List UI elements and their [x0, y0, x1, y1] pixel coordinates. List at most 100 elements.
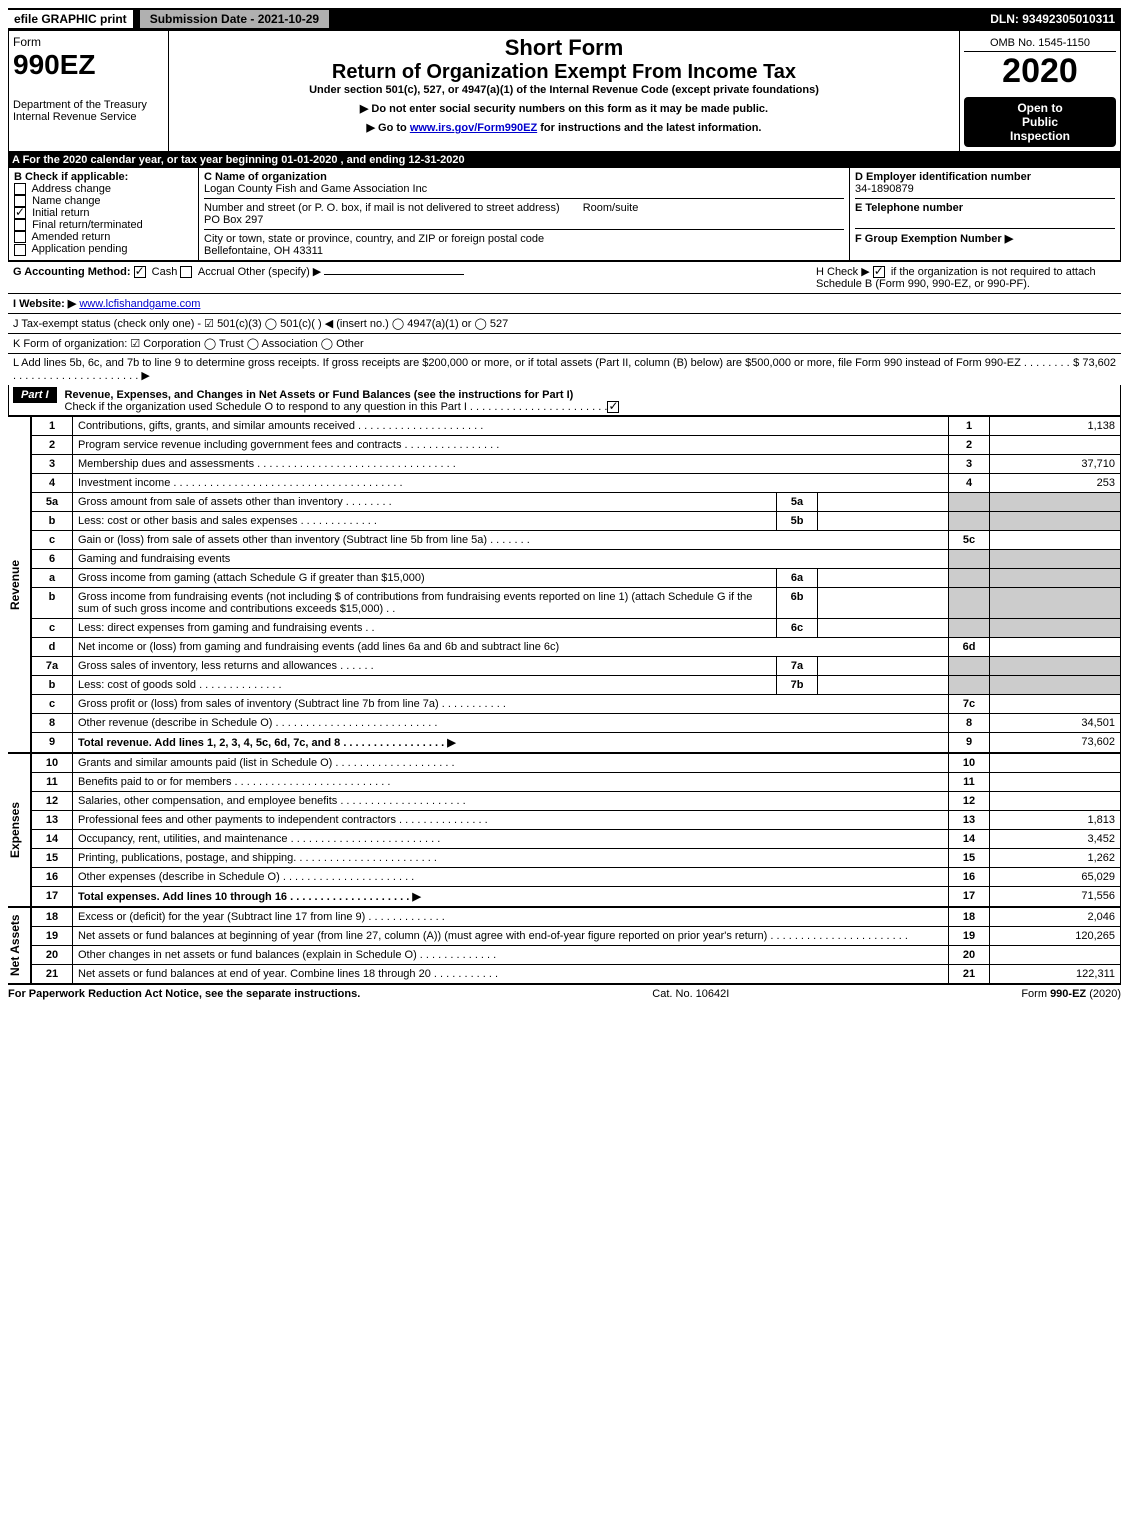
line-desc: Less: cost of goods sold . . . . . . . .… — [73, 676, 777, 695]
table-row: 7aGross sales of inventory, less returns… — [32, 657, 1121, 676]
line-desc: Contributions, gifts, grants, and simila… — [73, 417, 949, 436]
right-line-val: 2,046 — [990, 908, 1121, 927]
right-line-num: 20 — [949, 946, 990, 965]
netassets-side-label: Net Assets — [8, 907, 31, 984]
opt-pending: Application pending — [31, 243, 127, 255]
mini-line-num: 7b — [777, 676, 818, 695]
right-num-shade — [949, 550, 990, 569]
g-other-input[interactable] — [324, 274, 464, 275]
checkbox-final-return[interactable] — [14, 219, 26, 231]
info-grid: B Check if applicable: Address change Na… — [8, 168, 1121, 261]
line-desc: Membership dues and assessments . . . . … — [73, 455, 949, 474]
part1-header-row: Part I Revenue, Expenses, and Changes in… — [8, 385, 1121, 416]
opt-amended: Amended return — [31, 231, 110, 243]
table-row: 18Excess or (deficit) for the year (Subt… — [32, 908, 1121, 927]
line-desc: Benefits paid to or for members . . . . … — [73, 773, 949, 792]
line-number: 21 — [32, 965, 73, 984]
c-label-city: City or town, state or province, country… — [204, 233, 544, 245]
opt-address: Address change — [31, 183, 111, 195]
line-number: 9 — [32, 733, 73, 753]
org-address: PO Box 297 — [204, 214, 263, 226]
note-ssn: ▶ Do not enter social security numbers o… — [173, 102, 955, 115]
right-num-shade — [949, 493, 990, 512]
line-desc: Excess or (deficit) for the year (Subtra… — [73, 908, 949, 927]
mini-line-val — [818, 588, 949, 619]
table-row: 19Net assets or fund balances at beginni… — [32, 927, 1121, 946]
footer-mid: Cat. No. 10642I — [652, 988, 729, 1000]
table-row: 13Professional fees and other payments t… — [32, 811, 1121, 830]
expenses-table: 10Grants and similar amounts paid (list … — [31, 753, 1121, 907]
right-line-val: 3,452 — [990, 830, 1121, 849]
right-line-val: 71,556 — [990, 887, 1121, 907]
right-line-num: 4 — [949, 474, 990, 493]
table-row: 12Salaries, other compensation, and empl… — [32, 792, 1121, 811]
line-l: L Add lines 5b, 6c, and 7b to line 9 to … — [8, 353, 1121, 385]
checkbox-cash[interactable] — [134, 266, 146, 278]
line-desc: Gross income from gaming (attach Schedul… — [73, 569, 777, 588]
line-desc: Net assets or fund balances at end of ye… — [73, 965, 949, 984]
line-desc: Other changes in net assets or fund bala… — [73, 946, 949, 965]
right-line-num: 14 — [949, 830, 990, 849]
right-line-num: 12 — [949, 792, 990, 811]
mini-line-val — [818, 619, 949, 638]
line-k: K Form of organization: ☑ Corporation ◯ … — [8, 333, 1121, 353]
line-number: 16 — [32, 868, 73, 887]
footer-right: Form 990-EZ (2020) — [1021, 988, 1121, 1000]
line-desc: Gross amount from sale of assets other t… — [73, 493, 777, 512]
submission-date: Submission Date - 2021-10-29 — [139, 9, 330, 29]
g-accrual: Accrual — [198, 266, 235, 278]
checkbox-accrual[interactable] — [180, 266, 192, 278]
line-number: 17 — [32, 887, 73, 907]
line-number: 2 — [32, 436, 73, 455]
right-line-val — [990, 754, 1121, 773]
right-num-shade — [949, 676, 990, 695]
line-number: 4 — [32, 474, 73, 493]
line-number: b — [32, 588, 73, 619]
line-number: 10 — [32, 754, 73, 773]
open-line1: Open to — [968, 101, 1112, 115]
right-line-val: 253 — [990, 474, 1121, 493]
right-line-num: 18 — [949, 908, 990, 927]
checkbox-address-change[interactable] — [14, 183, 26, 195]
table-row: cGain or (loss) from sale of assets othe… — [32, 531, 1121, 550]
right-line-num: 13 — [949, 811, 990, 830]
l-amount: $ 73,602 — [1073, 357, 1116, 382]
right-val-shade — [990, 657, 1121, 676]
table-row: cLess: direct expenses from gaming and f… — [32, 619, 1121, 638]
irs-link[interactable]: www.irs.gov/Form990EZ — [410, 122, 537, 134]
mini-line-val — [818, 569, 949, 588]
netassets-section: Net Assets 18Excess or (deficit) for the… — [8, 907, 1121, 984]
website-link[interactable]: www.lcfishandgame.com — [79, 298, 200, 310]
right-header-block: OMB No. 1545-1150 2020 Open to Public In… — [960, 31, 1120, 151]
right-line-val: 122,311 — [990, 965, 1121, 984]
top-bar: efile GRAPHIC print Submission Date - 20… — [8, 8, 1121, 30]
note2-post: for instructions and the latest informat… — [540, 122, 761, 134]
right-line-num: 10 — [949, 754, 990, 773]
footer-left: For Paperwork Reduction Act Notice, see … — [8, 988, 360, 1000]
note2-pre: ▶ Go to — [367, 122, 410, 134]
line-a: A For the 2020 calendar year, or tax yea… — [8, 152, 1121, 168]
line-number: 8 — [32, 714, 73, 733]
line-desc: Gain or (loss) from sale of assets other… — [73, 531, 949, 550]
line-desc: Total expenses. Add lines 10 through 16 … — [73, 887, 949, 907]
f-label: F Group Exemption Number ▶ — [855, 233, 1013, 245]
tax-year: 2020 — [964, 52, 1116, 91]
table-row: 5aGross amount from sale of assets other… — [32, 493, 1121, 512]
line-number: b — [32, 512, 73, 531]
form-number: 990EZ — [13, 49, 164, 81]
table-row: 17Total expenses. Add lines 10 through 1… — [32, 887, 1121, 907]
subtitle: Under section 501(c), 527, or 4947(a)(1)… — [173, 84, 955, 96]
line-number: 14 — [32, 830, 73, 849]
checkbox-initial-return[interactable] — [14, 207, 26, 219]
table-row: 4Investment income . . . . . . . . . . .… — [32, 474, 1121, 493]
dln-label: DLN: 93492305010311 — [990, 12, 1121, 26]
right-line-val: 1,813 — [990, 811, 1121, 830]
checkbox-part1-scho[interactable] — [607, 401, 619, 413]
c-label-addr: Number and street (or P. O. box, if mail… — [204, 202, 560, 214]
right-line-num: 3 — [949, 455, 990, 474]
checkbox-application-pending[interactable] — [14, 244, 26, 256]
line-number: 1 — [32, 417, 73, 436]
checkbox-amended-return[interactable] — [14, 231, 26, 243]
line-desc: Net income or (loss) from gaming and fun… — [73, 638, 949, 657]
checkbox-h[interactable] — [873, 266, 885, 278]
